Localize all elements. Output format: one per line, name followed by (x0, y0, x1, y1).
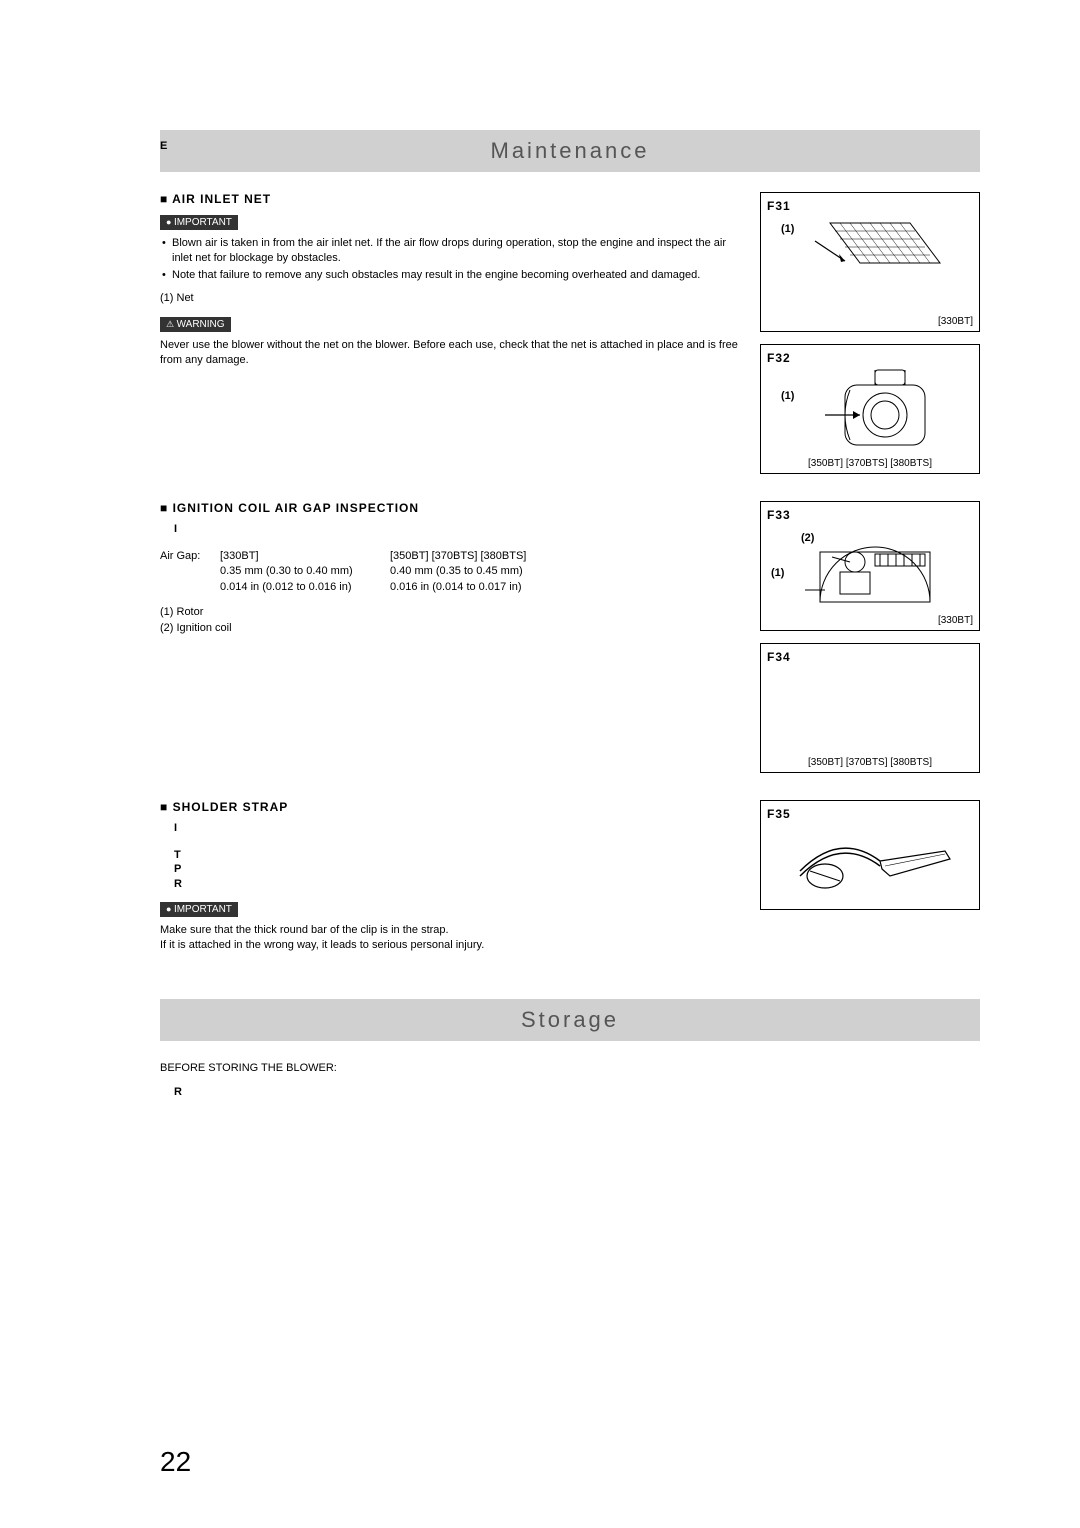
warning-text: Never use the blower without the net on … (160, 338, 740, 369)
figure-f33: F33 (2) (1) [33 (760, 501, 980, 631)
strap-clip-icon (780, 821, 960, 901)
figure-caption: [330BT] (938, 615, 973, 626)
storage-line: BEFORE STORING THE BLOWER: (160, 1061, 980, 1076)
letter: T (174, 848, 740, 862)
figure-f34: F34 [350BT] [370BTS] [380BTS] (760, 643, 980, 773)
page-number: 22 (160, 1446, 191, 1478)
figure-label: F33 (767, 508, 791, 522)
figure-caption: [350BT] [370BTS] [380BTS] (761, 757, 979, 768)
maintenance-header: Maintenance (160, 130, 980, 172)
bullet-item: Note that failure to remove any such obs… (172, 268, 740, 283)
figure-label: F31 (767, 199, 791, 213)
net-icon (790, 213, 950, 308)
air-inlet-heading: AIR INLET NET (160, 192, 740, 206)
airgap-label: Air Gap: (160, 549, 220, 595)
sholder-heading: SHOLDER STRAP (160, 800, 740, 814)
figure-f35: F35 (760, 800, 980, 910)
airgap-cell: 0.35 mm (0.30 to 0.40 mm) (220, 564, 390, 579)
figure-f31: F31 (1) [330 (760, 192, 980, 332)
figure-marker: (2) (801, 532, 814, 544)
airgap-table: Air Gap: [330BT] 0.35 mm (0.30 to 0.40 m… (160, 549, 740, 595)
storage-letter: R (174, 1086, 980, 1098)
ignition-legend: (1) Rotor (160, 605, 740, 620)
sholder-text: Make sure that the thick round bar of th… (160, 923, 740, 938)
figure-caption: [330BT] (938, 316, 973, 327)
airgap-cell: [350BT] [370BTS] [380BTS] (390, 549, 740, 564)
letter: R (174, 877, 740, 891)
sholder-text: If it is attached in the wrong way, it l… (160, 938, 740, 953)
figure-marker: (1) (771, 567, 784, 579)
letter: P (174, 862, 740, 876)
sholder-letters: T P R (160, 848, 740, 891)
airgap-cell: 0.014 in (0.012 to 0.016 in) (220, 580, 390, 595)
figure-label: F34 (767, 650, 791, 664)
important-badge: IMPORTANT (160, 215, 238, 230)
figure-marker: (1) (781, 223, 794, 235)
figure-marker: (1) (781, 390, 794, 402)
warning-badge: WARNING (160, 317, 231, 332)
figure-caption: [350BT] [370BTS] [380BTS] (761, 458, 979, 469)
figure-label: F35 (767, 807, 791, 821)
bullet-item: Blown air is taken in from the air inlet… (172, 236, 740, 266)
airgap-cell: 0.40 mm (0.35 to 0.45 mm) (390, 564, 740, 579)
sub-letter: I (174, 822, 740, 834)
air-inlet-legend: (1) Net (160, 291, 740, 306)
ignition-legend: (2) Ignition coil (160, 621, 740, 636)
important-badge: IMPORTANT (160, 902, 238, 917)
sub-letter: I (174, 523, 740, 535)
figure-f32: F32 (1) [350BT] [370BTS] [380BTS] (760, 344, 980, 474)
figure-label: F32 (767, 351, 791, 365)
blower-icon (790, 365, 950, 460)
airgap-cell: 0.016 in (0.014 to 0.017 in) (390, 580, 740, 595)
language-marker: E (160, 140, 167, 152)
air-inlet-bullets: Blown air is taken in from the air inlet… (160, 236, 740, 283)
storage-header: Storage (160, 999, 980, 1041)
airgap-cell: [330BT] (220, 549, 390, 564)
ignition-heading: IGNITION COIL AIR GAP INSPECTION (160, 501, 740, 515)
